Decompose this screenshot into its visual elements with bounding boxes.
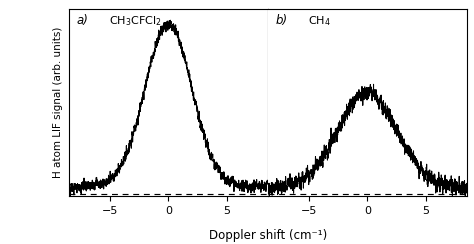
Text: CH$_3$CFCl$_2$: CH$_3$CFCl$_2$	[109, 14, 161, 28]
Text: a): a)	[77, 14, 89, 27]
Text: b): b)	[276, 14, 288, 27]
Y-axis label: H atom LIF signal (arb. units): H atom LIF signal (arb. units)	[53, 27, 63, 178]
Text: CH$_4$: CH$_4$	[308, 14, 330, 28]
Text: Doppler shift (cm⁻¹): Doppler shift (cm⁻¹)	[209, 229, 327, 242]
